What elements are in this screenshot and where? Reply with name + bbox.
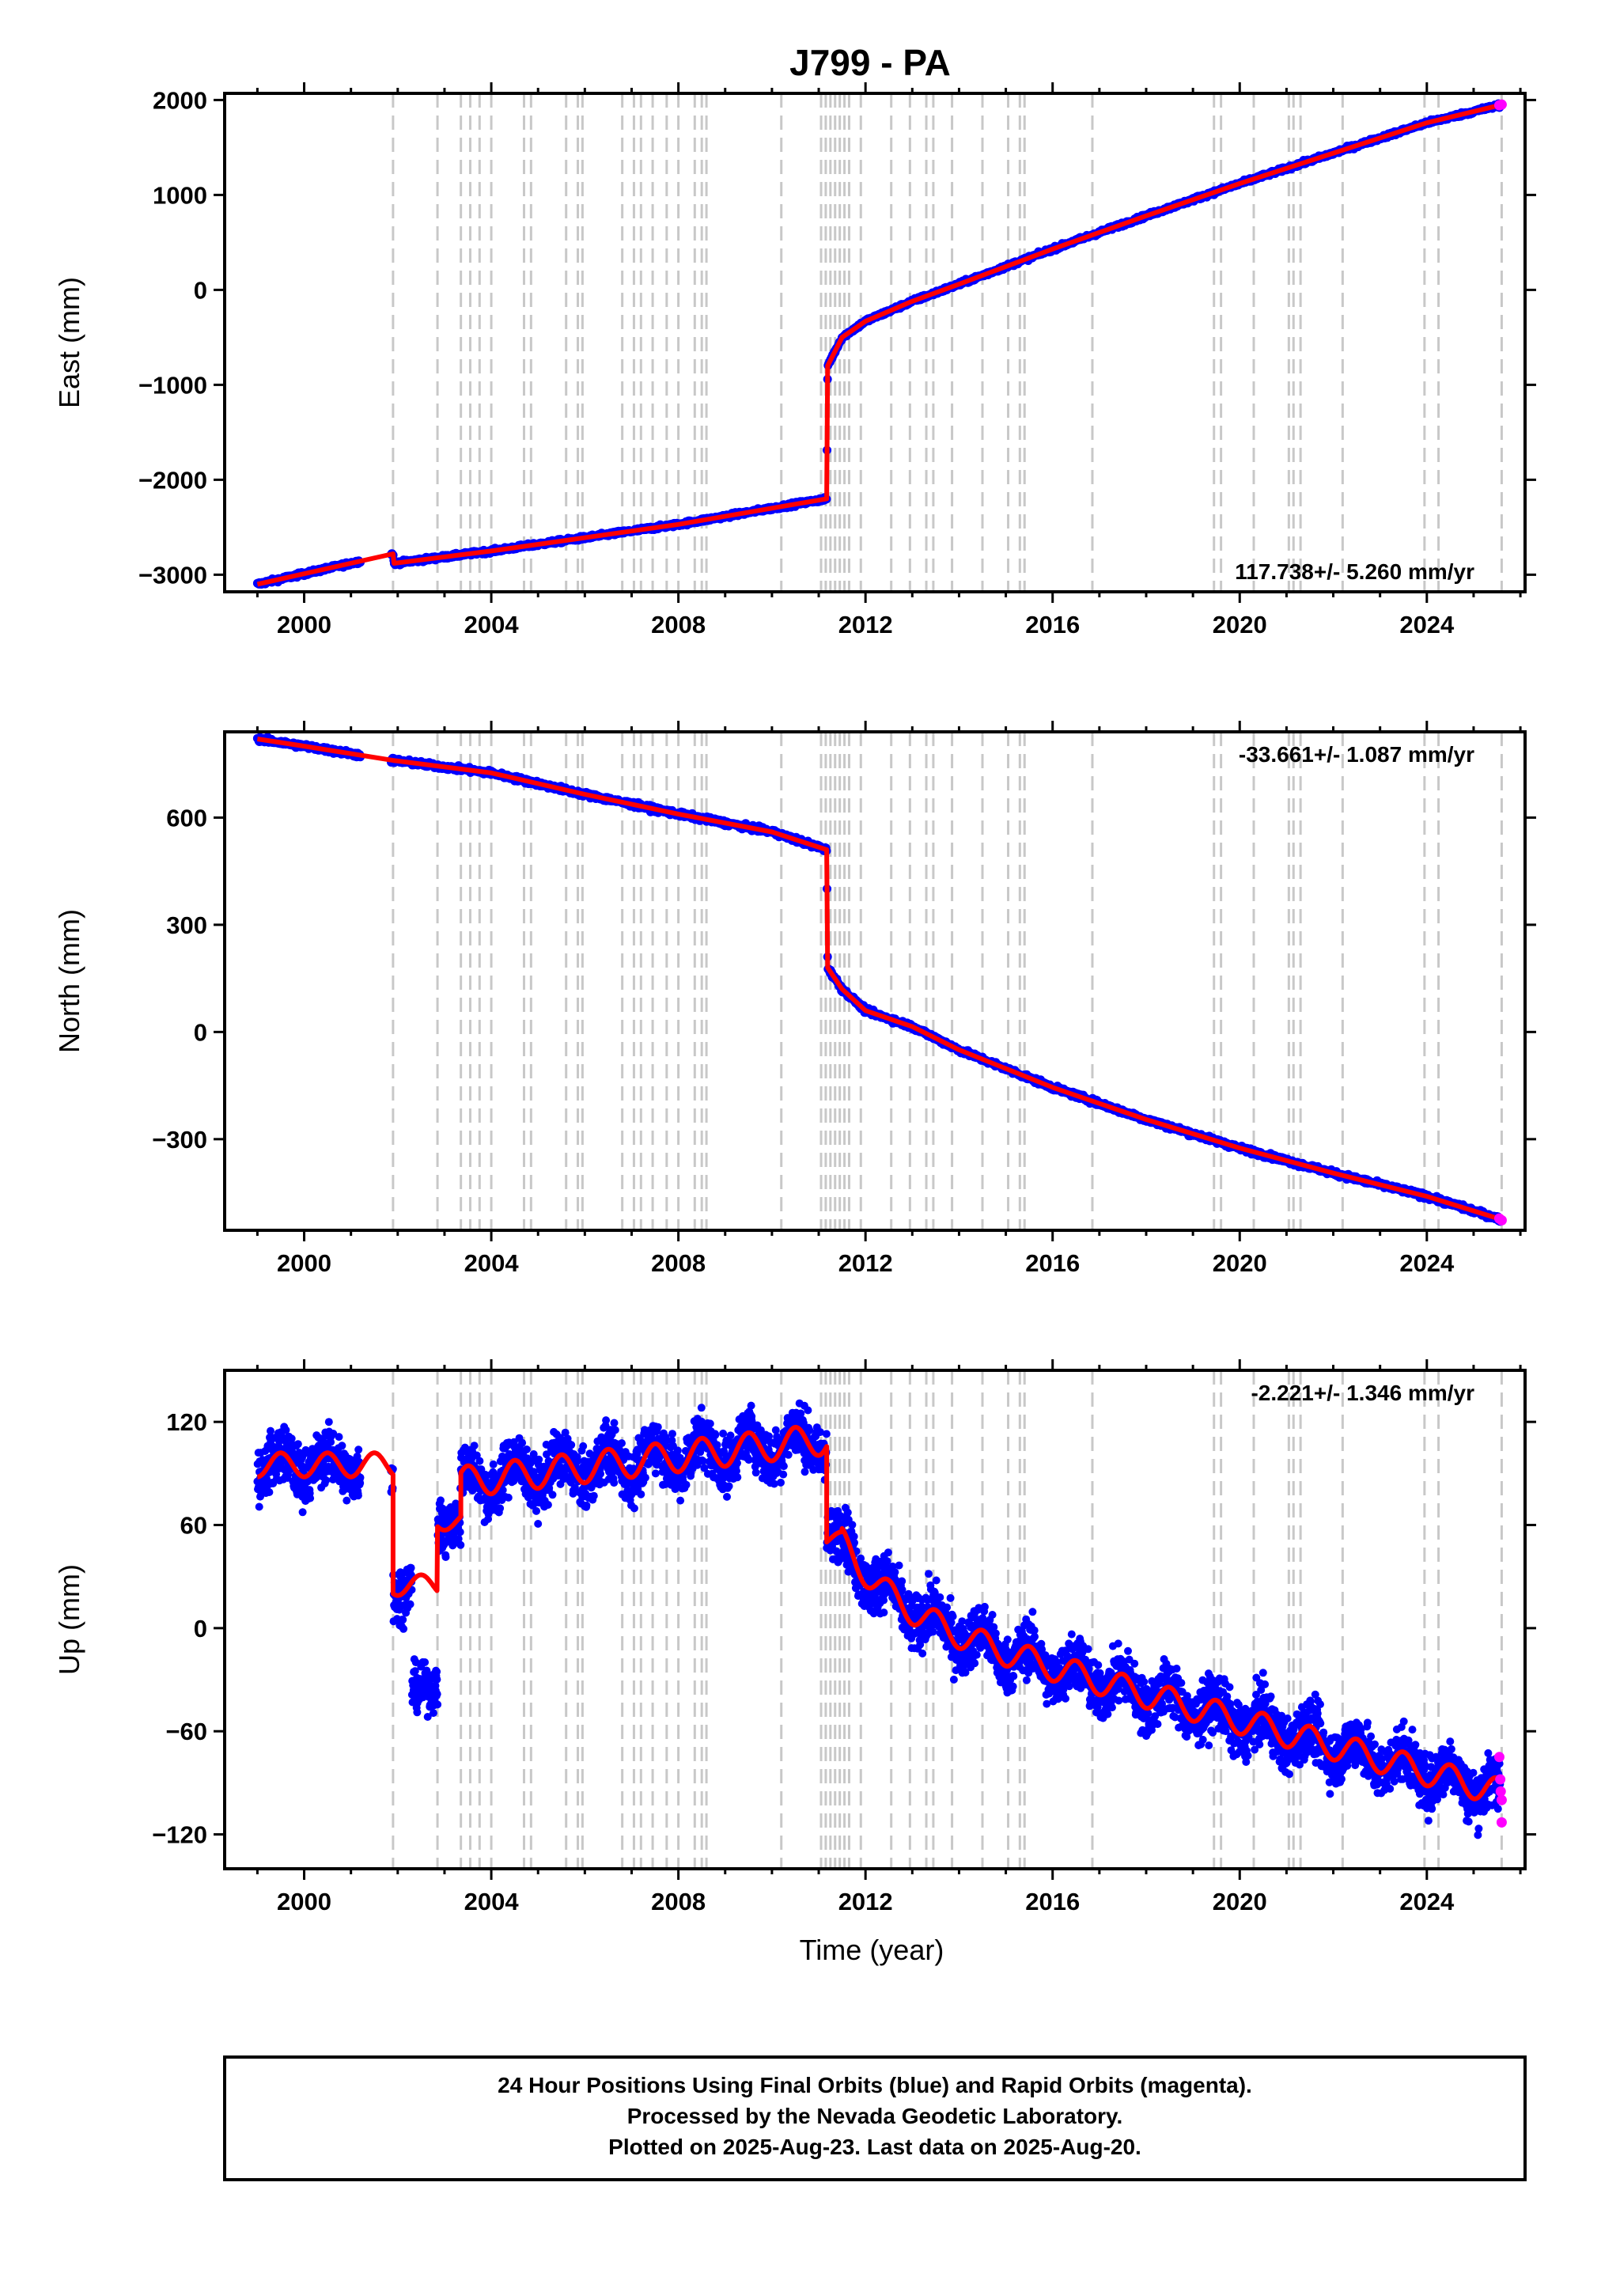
east-xtick-label: 2004 <box>464 611 520 638</box>
north-rapid-point <box>1496 1214 1507 1226</box>
east-ytick-label: 2000 <box>153 86 207 114</box>
north-xtick-label: 2012 <box>838 1249 893 1277</box>
east-xtick-label: 2016 <box>1025 611 1080 638</box>
east-ytick-label: 1000 <box>153 181 207 209</box>
east-ytick-label: 0 <box>194 276 207 304</box>
north-xtick-label: 2000 <box>277 1249 331 1277</box>
north-ytick-label: 0 <box>194 1018 207 1046</box>
north-ytick-label: 300 <box>166 911 207 939</box>
north-rate-label: -33.661+/- 1.087 mm/yr <box>1239 742 1474 767</box>
north-model-line <box>256 737 1503 1222</box>
east-xtick-label: 2012 <box>838 611 893 638</box>
east-plot-area <box>252 93 1507 592</box>
up-plot-area <box>253 1370 1507 1869</box>
north-y-axis-label: North (mm) <box>53 909 85 1053</box>
east-xtick-label: 2020 <box>1213 611 1267 638</box>
chart-title: J799 - PA <box>789 42 951 83</box>
north-ytick-label: −300 <box>152 1126 207 1154</box>
east-xtick-label: 2024 <box>1399 611 1455 638</box>
east-rapid-point <box>1496 99 1507 110</box>
north-final-observations <box>252 733 1505 1226</box>
east-y-axis-label: East (mm) <box>53 277 85 408</box>
east-xtick-label: 2008 <box>651 611 706 638</box>
north-plot-area <box>252 732 1507 1230</box>
east-ytick-label: −1000 <box>138 371 207 399</box>
north-xtick-label: 2004 <box>464 1249 520 1277</box>
north-frame <box>223 730 1527 1232</box>
east-frame <box>223 92 1527 593</box>
east-panel: −3000 −2000 −1000 0 1000 2000 2000 2004 2008 2012… <box>53 82 1536 638</box>
east-rate-label: 117.738+/- 5.260 mm/yr <box>1235 559 1474 584</box>
east-ytick-label: −3000 <box>138 561 207 589</box>
north-xtick-label: 2024 <box>1399 1249 1455 1277</box>
east-rapid-observations <box>1493 99 1507 111</box>
east-final-observations <box>252 99 1505 589</box>
east-model-line <box>256 102 1503 587</box>
east-xtick-label: 2000 <box>277 611 331 638</box>
north-xtick-label: 2016 <box>1025 1249 1080 1277</box>
north-xtick-label: 2020 <box>1213 1249 1267 1277</box>
north-panel: −300 0 300 600 2000 2004 2008 2012 2016 2020 2024 N… <box>53 721 1536 1277</box>
north-rapid-observations <box>1493 1213 1507 1226</box>
north-xtick-label: 2008 <box>651 1249 706 1277</box>
east-ytick-label: −2000 <box>138 466 207 494</box>
north-ytick-label: 600 <box>166 804 207 832</box>
